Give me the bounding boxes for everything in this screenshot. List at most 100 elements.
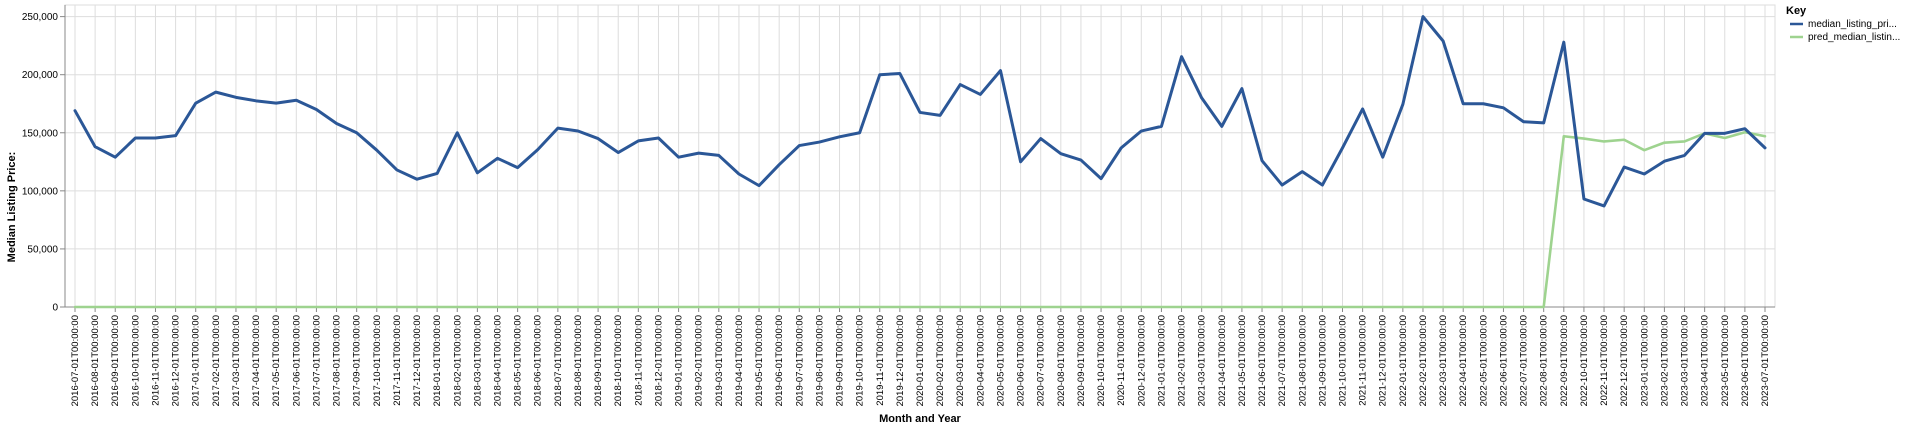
x-tick-label: 2021-04-01T00:00:00 [1217, 315, 1228, 406]
x-tick-label: 2017-12-01T00:00:00 [412, 315, 423, 406]
x-tick-label: 2019-03-01T00:00:00 [714, 315, 725, 406]
x-tick-label: 2018-06-01T00:00:00 [533, 315, 544, 406]
x-tick-label: 2018-12-01T00:00:00 [653, 315, 664, 406]
gridlines [64, 4, 1776, 308]
x-tick-label: 2018-07-01T00:00:00 [553, 315, 564, 406]
x-tick-label: 2017-07-01T00:00:00 [311, 315, 322, 406]
x-tick-label: 2019-06-01T00:00:00 [774, 315, 785, 406]
x-tick-label: 2022-12-01T00:00:00 [1619, 315, 1630, 406]
x-tick-label: 2016-09-01T00:00:00 [110, 315, 121, 406]
x-tick-label: 2021-02-01T00:00:00 [1177, 315, 1188, 406]
x-tick-label: 2020-09-01T00:00:00 [1076, 315, 1087, 406]
x-tick-label: 2019-12-01T00:00:00 [895, 315, 906, 406]
x-tick-label: 2018-04-01T00:00:00 [493, 315, 504, 406]
x-tick-label: 2023-02-01T00:00:00 [1659, 315, 1670, 406]
x-tick-label: 2018-10-01T00:00:00 [613, 315, 624, 406]
x-tick-label: 2018-09-01T00:00:00 [593, 315, 604, 406]
series-line-1 [73, 15, 1767, 208]
x-tick-label: 2021-03-01T00:00:00 [1197, 315, 1208, 406]
x-tick-label: 2017-08-01T00:00:00 [332, 315, 343, 406]
x-tick-label: 2017-03-01T00:00:00 [231, 315, 242, 406]
x-tick-label: 2022-07-01T00:00:00 [1519, 315, 1530, 406]
x-tick-label: 2020-03-01T00:00:00 [955, 315, 966, 406]
y-tick-label: 250,000 [22, 12, 59, 23]
x-tick-label: 2021-07-01T00:00:00 [1277, 315, 1288, 406]
x-tick-label: 2021-08-01T00:00:00 [1297, 315, 1308, 406]
x-tick-label: 2018-05-01T00:00:00 [513, 315, 524, 406]
y-tick-label: 200,000 [22, 70, 59, 81]
x-tick-label: 2020-01-01T00:00:00 [915, 315, 926, 406]
x-tick-label: 2019-04-01T00:00:00 [734, 315, 745, 406]
x-tick-label: 2021-09-01T00:00:00 [1317, 315, 1328, 406]
x-tick-label: 2016-11-01T00:00:00 [150, 315, 161, 406]
x-tick-label: 2022-05-01T00:00:00 [1478, 315, 1489, 406]
x-tick-label: 2017-11-01T00:00:00 [392, 315, 403, 406]
x-tick-label: 2022-01-01T00:00:00 [1398, 315, 1409, 406]
x-tick-label: 2018-11-01T00:00:00 [633, 315, 644, 406]
x-tick-label: 2018-01-01T00:00:00 [432, 315, 443, 406]
x-tick-label: 2021-10-01T00:00:00 [1338, 315, 1349, 406]
series-line-2 [73, 130, 1767, 309]
x-tick-label: 2023-06-01T00:00:00 [1740, 315, 1751, 406]
y-tick-label: 50,000 [27, 244, 58, 255]
y-tick-label: 0 [52, 303, 58, 314]
x-tick-label: 2019-11-01T00:00:00 [875, 315, 886, 406]
x-tick-label: 2019-01-01T00:00:00 [674, 315, 685, 406]
x-tick-label: 2022-03-01T00:00:00 [1438, 315, 1449, 406]
axes: 0 50,000 100,000 150,000 200,000 250,000 2016-… [22, 5, 1775, 406]
x-tick-label: 2017-01-01T00:00:00 [191, 315, 202, 406]
x-tick-label: 2017-10-01T00:00:00 [372, 315, 383, 406]
x-tick-label: 2020-04-01T00:00:00 [975, 315, 986, 406]
x-tick-label: 2021-05-01T00:00:00 [1237, 315, 1248, 406]
legend-label: pred_median_listin... [1808, 32, 1900, 43]
x-tick-label: 2022-09-01T00:00:00 [1559, 315, 1570, 406]
x-tick-label: 2017-04-01T00:00:00 [251, 315, 262, 406]
x-tick-label: 2023-04-01T00:00:00 [1700, 315, 1711, 406]
x-tick-label: 2022-10-01T00:00:00 [1579, 315, 1590, 406]
x-tick-label: 2019-07-01T00:00:00 [794, 315, 805, 406]
x-tick-label: 2020-10-01T00:00:00 [1096, 315, 1107, 406]
x-tick-label: 2019-05-01T00:00:00 [754, 315, 765, 406]
x-tick-label: 2023-03-01T00:00:00 [1680, 315, 1691, 406]
x-tick-label: 2022-06-01T00:00:00 [1498, 315, 1509, 406]
x-tick-label: 2017-09-01T00:00:00 [352, 315, 363, 406]
legend-title: Key [1786, 5, 1807, 17]
y-tick-label: 150,000 [22, 128, 59, 139]
x-tick-label: 2020-07-01T00:00:00 [1036, 315, 1047, 406]
legend-label: median_listing_pri... [1808, 19, 1897, 30]
x-tick-label: 2016-08-01T00:00:00 [90, 315, 101, 406]
x-tick-label: 2022-11-01T00:00:00 [1599, 315, 1610, 406]
series-lines [73, 15, 1767, 309]
x-tick-label: 2016-12-01T00:00:00 [171, 315, 182, 406]
x-tick-label: 2023-05-01T00:00:00 [1720, 315, 1731, 406]
x-axis-title: Month and Year [879, 413, 961, 425]
x-tick-label: 2020-08-01T00:00:00 [1056, 315, 1067, 406]
x-tick-label: 2017-05-01T00:00:00 [271, 315, 282, 406]
x-tick-label: 2019-02-01T00:00:00 [694, 315, 705, 406]
x-tick-label: 2020-02-01T00:00:00 [935, 315, 946, 406]
x-tick-label: 2016-07-01T00:00:00 [70, 315, 81, 406]
y-axis-title: Median Listing Price: [6, 152, 18, 263]
x-tick-label: 2022-08-01T00:00:00 [1539, 315, 1550, 406]
x-tick-label: 2023-01-01T00:00:00 [1639, 315, 1650, 406]
x-tick-label: 2020-05-01T00:00:00 [995, 315, 1006, 406]
x-tick-label: 2018-08-01T00:00:00 [573, 315, 584, 406]
x-tick-label: 2018-03-01T00:00:00 [472, 315, 483, 406]
x-tick-label: 2020-06-01T00:00:00 [1016, 315, 1027, 406]
x-tick-label: 2020-11-01T00:00:00 [1116, 315, 1127, 406]
x-tick-label: 2017-06-01T00:00:00 [291, 315, 302, 406]
x-tick-label: 2021-01-01T00:00:00 [1156, 315, 1167, 406]
x-tick-label: 2019-08-01T00:00:00 [814, 315, 825, 406]
x-tick-label: 2022-02-01T00:00:00 [1418, 315, 1429, 406]
x-tick-label: 2020-12-01T00:00:00 [1136, 315, 1147, 406]
x-tick-label: 2019-09-01T00:00:00 [835, 315, 846, 406]
y-tick-label: 100,000 [22, 186, 59, 197]
x-tick-label: 2021-06-01T00:00:00 [1257, 315, 1268, 406]
x-tick-label: 2023-07-01T00:00:00 [1760, 315, 1771, 406]
x-tick-label: 2018-02-01T00:00:00 [452, 315, 463, 406]
x-tick-label: 2022-04-01T00:00:00 [1458, 315, 1469, 406]
x-tick-label: 2021-12-01T00:00:00 [1378, 315, 1389, 406]
x-tick-label: 2019-10-01T00:00:00 [855, 315, 866, 406]
x-tick-label: 2016-10-01T00:00:00 [130, 315, 141, 406]
